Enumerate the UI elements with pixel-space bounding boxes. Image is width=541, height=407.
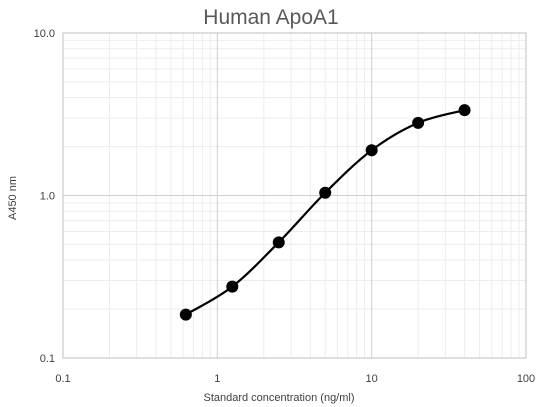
series-layer — [179, 104, 471, 321]
y-tick-label: 0.1 — [40, 353, 55, 365]
chart-title: Human ApoA1 — [203, 6, 338, 29]
x-tick-label: 0.1 — [55, 373, 70, 385]
plot-area-border — [62, 32, 527, 359]
data-point-marker — [179, 308, 192, 321]
data-point-marker — [226, 280, 239, 293]
data-point-marker — [365, 144, 378, 157]
y-axis-label: A450 nm — [7, 176, 19, 220]
x-tick-label: 10 — [366, 373, 378, 385]
x-tick-label: 1 — [214, 373, 220, 385]
x-axis-label: Standard concentration (ng/ml) — [203, 392, 354, 404]
y-tick-label: 1.0 — [40, 191, 55, 203]
data-point-marker — [272, 236, 285, 249]
x-tick-label: 100 — [517, 373, 535, 385]
axis-layer: 0.1 1 10 100 0.1 1.0 10.0 — [34, 28, 536, 385]
data-point-marker — [458, 104, 471, 117]
grid-layer — [62, 32, 527, 359]
y-tick-label: 10.0 — [34, 28, 55, 40]
data-point-marker — [412, 116, 425, 129]
data-point-marker — [319, 186, 332, 199]
